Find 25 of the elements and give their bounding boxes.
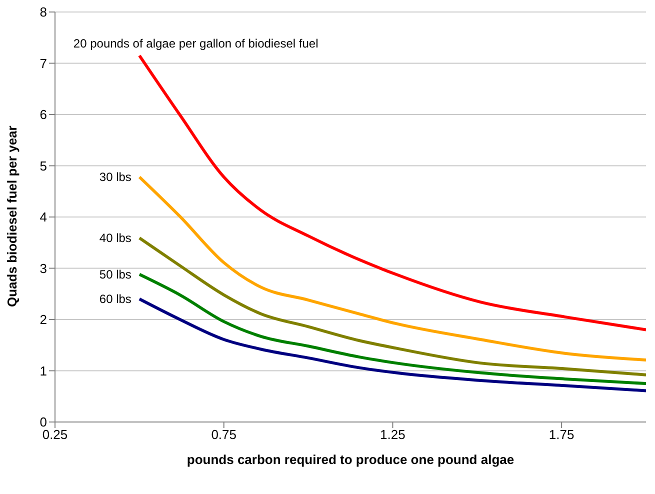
line-series bbox=[138, 298, 646, 392]
line-series bbox=[138, 272, 646, 386]
y-axis-title: Quads biodiesel fuel per year bbox=[4, 126, 20, 307]
y-tick-label: 6 bbox=[40, 107, 47, 122]
y-tick-label: 7 bbox=[40, 56, 47, 71]
y-tick-label: 4 bbox=[40, 210, 47, 225]
line-series bbox=[138, 54, 646, 332]
text: 20 pounds of algae per gallon of biodiesel fuel bbox=[73, 36, 318, 51]
y-tick-label: 3 bbox=[40, 260, 47, 276]
x-tick-label: 0.25 bbox=[42, 427, 68, 442]
x-tick-label: 1.25 bbox=[380, 427, 406, 442]
y-tick-label: 1 bbox=[40, 363, 47, 378]
series-label: 40 lbs bbox=[99, 231, 132, 246]
series-label: 30 lbs bbox=[99, 170, 132, 184]
line-series bbox=[138, 236, 646, 376]
y-tick-label: 5 bbox=[40, 158, 47, 174]
y-tick-label: 8 bbox=[40, 4, 47, 20]
series-label: 60 lbs bbox=[99, 292, 132, 306]
x-tick-label: 0.75 bbox=[211, 427, 237, 442]
x-tick-label: 1.75 bbox=[548, 427, 574, 442]
y-tick-label: 2 bbox=[40, 312, 47, 328]
y-tick-label: 0 bbox=[40, 414, 47, 430]
line-series bbox=[138, 176, 646, 362]
x-axis-title: pounds carbon required to produce one pound algae bbox=[186, 452, 514, 467]
series-label: 50 lbs bbox=[99, 267, 132, 282]
